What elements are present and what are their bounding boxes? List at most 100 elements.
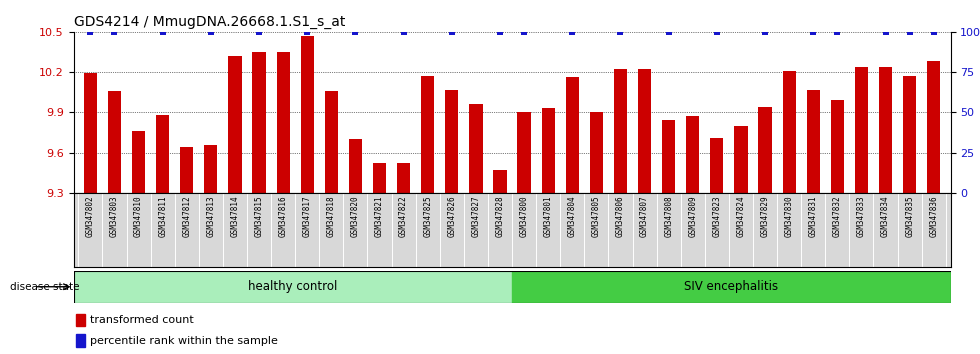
Point xyxy=(709,29,724,35)
Text: GSM347836: GSM347836 xyxy=(929,195,938,237)
Bar xyxy=(469,104,482,193)
Text: disease state: disease state xyxy=(10,282,79,292)
Bar xyxy=(445,90,459,193)
Text: GSM347827: GSM347827 xyxy=(471,195,480,237)
Bar xyxy=(132,131,145,193)
Text: GSM347834: GSM347834 xyxy=(881,195,890,237)
Bar xyxy=(734,126,748,193)
Bar xyxy=(855,67,868,193)
Bar xyxy=(903,76,916,193)
Bar xyxy=(565,78,579,193)
Bar xyxy=(76,334,84,347)
Text: GSM347813: GSM347813 xyxy=(207,195,216,237)
Text: GSM347802: GSM347802 xyxy=(86,195,95,237)
Text: GSM347812: GSM347812 xyxy=(182,195,191,237)
Bar xyxy=(879,67,892,193)
Text: GSM347804: GSM347804 xyxy=(567,195,577,237)
Point xyxy=(612,29,628,35)
Text: GSM347814: GSM347814 xyxy=(230,195,239,237)
Bar xyxy=(74,271,512,303)
Bar xyxy=(613,69,627,193)
Point xyxy=(758,29,773,35)
Bar xyxy=(493,170,507,193)
Bar xyxy=(324,91,338,193)
Text: GDS4214 / MmugDNA.26668.1.S1_s_at: GDS4214 / MmugDNA.26668.1.S1_s_at xyxy=(74,16,345,29)
Bar xyxy=(349,139,362,193)
Point xyxy=(806,29,821,35)
Bar xyxy=(512,271,951,303)
Text: GSM347832: GSM347832 xyxy=(833,195,842,237)
Text: GSM347803: GSM347803 xyxy=(110,195,119,237)
Text: GSM347833: GSM347833 xyxy=(857,195,866,237)
Text: GSM347825: GSM347825 xyxy=(423,195,432,237)
Bar xyxy=(662,120,675,193)
Point xyxy=(348,29,364,35)
Point xyxy=(203,29,219,35)
Text: GSM347820: GSM347820 xyxy=(351,195,360,237)
Text: GSM347801: GSM347801 xyxy=(544,195,553,237)
Bar xyxy=(782,71,796,193)
Text: GSM347811: GSM347811 xyxy=(158,195,168,237)
Point xyxy=(516,29,532,35)
Bar xyxy=(180,147,193,193)
Bar xyxy=(204,144,218,193)
Bar xyxy=(76,314,84,326)
Text: GSM347824: GSM347824 xyxy=(736,195,746,237)
Point xyxy=(300,29,316,35)
Text: GSM347828: GSM347828 xyxy=(496,195,505,237)
Point xyxy=(926,29,942,35)
Bar xyxy=(276,52,290,193)
Text: GSM347831: GSM347831 xyxy=(808,195,817,237)
Text: GSM347807: GSM347807 xyxy=(640,195,649,237)
Point xyxy=(444,29,460,35)
Text: healthy control: healthy control xyxy=(248,280,337,293)
Point xyxy=(902,29,917,35)
Text: GSM347821: GSM347821 xyxy=(375,195,384,237)
Point xyxy=(829,29,845,35)
Text: GSM347829: GSM347829 xyxy=(760,195,769,237)
Text: GSM347817: GSM347817 xyxy=(303,195,312,237)
Text: GSM347810: GSM347810 xyxy=(134,195,143,237)
Bar xyxy=(686,116,700,193)
Bar xyxy=(228,56,242,193)
Text: GSM347816: GSM347816 xyxy=(278,195,288,237)
Bar xyxy=(83,74,97,193)
Point xyxy=(878,29,894,35)
Point xyxy=(107,29,122,35)
Bar xyxy=(301,36,314,193)
Point xyxy=(564,29,580,35)
Bar xyxy=(807,90,820,193)
Point xyxy=(82,29,98,35)
Bar xyxy=(373,164,386,193)
Bar xyxy=(542,108,555,193)
Bar xyxy=(831,100,844,193)
Text: transformed count: transformed count xyxy=(89,315,193,325)
Text: GSM347826: GSM347826 xyxy=(447,195,457,237)
Point xyxy=(396,29,412,35)
Bar xyxy=(108,91,122,193)
Text: GSM347806: GSM347806 xyxy=(616,195,625,237)
Text: GSM347822: GSM347822 xyxy=(399,195,408,237)
Bar xyxy=(638,69,651,193)
Text: GSM347830: GSM347830 xyxy=(785,195,794,237)
Bar xyxy=(710,138,723,193)
Bar xyxy=(253,52,266,193)
Bar xyxy=(156,115,170,193)
Text: GSM347818: GSM347818 xyxy=(326,195,336,237)
Text: GSM347835: GSM347835 xyxy=(906,195,914,237)
Text: GSM347805: GSM347805 xyxy=(592,195,601,237)
Text: GSM347823: GSM347823 xyxy=(712,195,721,237)
Text: GSM347815: GSM347815 xyxy=(255,195,264,237)
Bar xyxy=(517,112,531,193)
Point xyxy=(492,29,508,35)
Bar xyxy=(590,112,603,193)
Text: SIV encephalitis: SIV encephalitis xyxy=(684,280,778,293)
Text: GSM347809: GSM347809 xyxy=(688,195,698,237)
Bar xyxy=(759,107,771,193)
Bar xyxy=(397,164,411,193)
Point xyxy=(155,29,171,35)
Point xyxy=(251,29,267,35)
Text: GSM347800: GSM347800 xyxy=(519,195,528,237)
Point xyxy=(661,29,676,35)
Text: percentile rank within the sample: percentile rank within the sample xyxy=(89,336,277,346)
